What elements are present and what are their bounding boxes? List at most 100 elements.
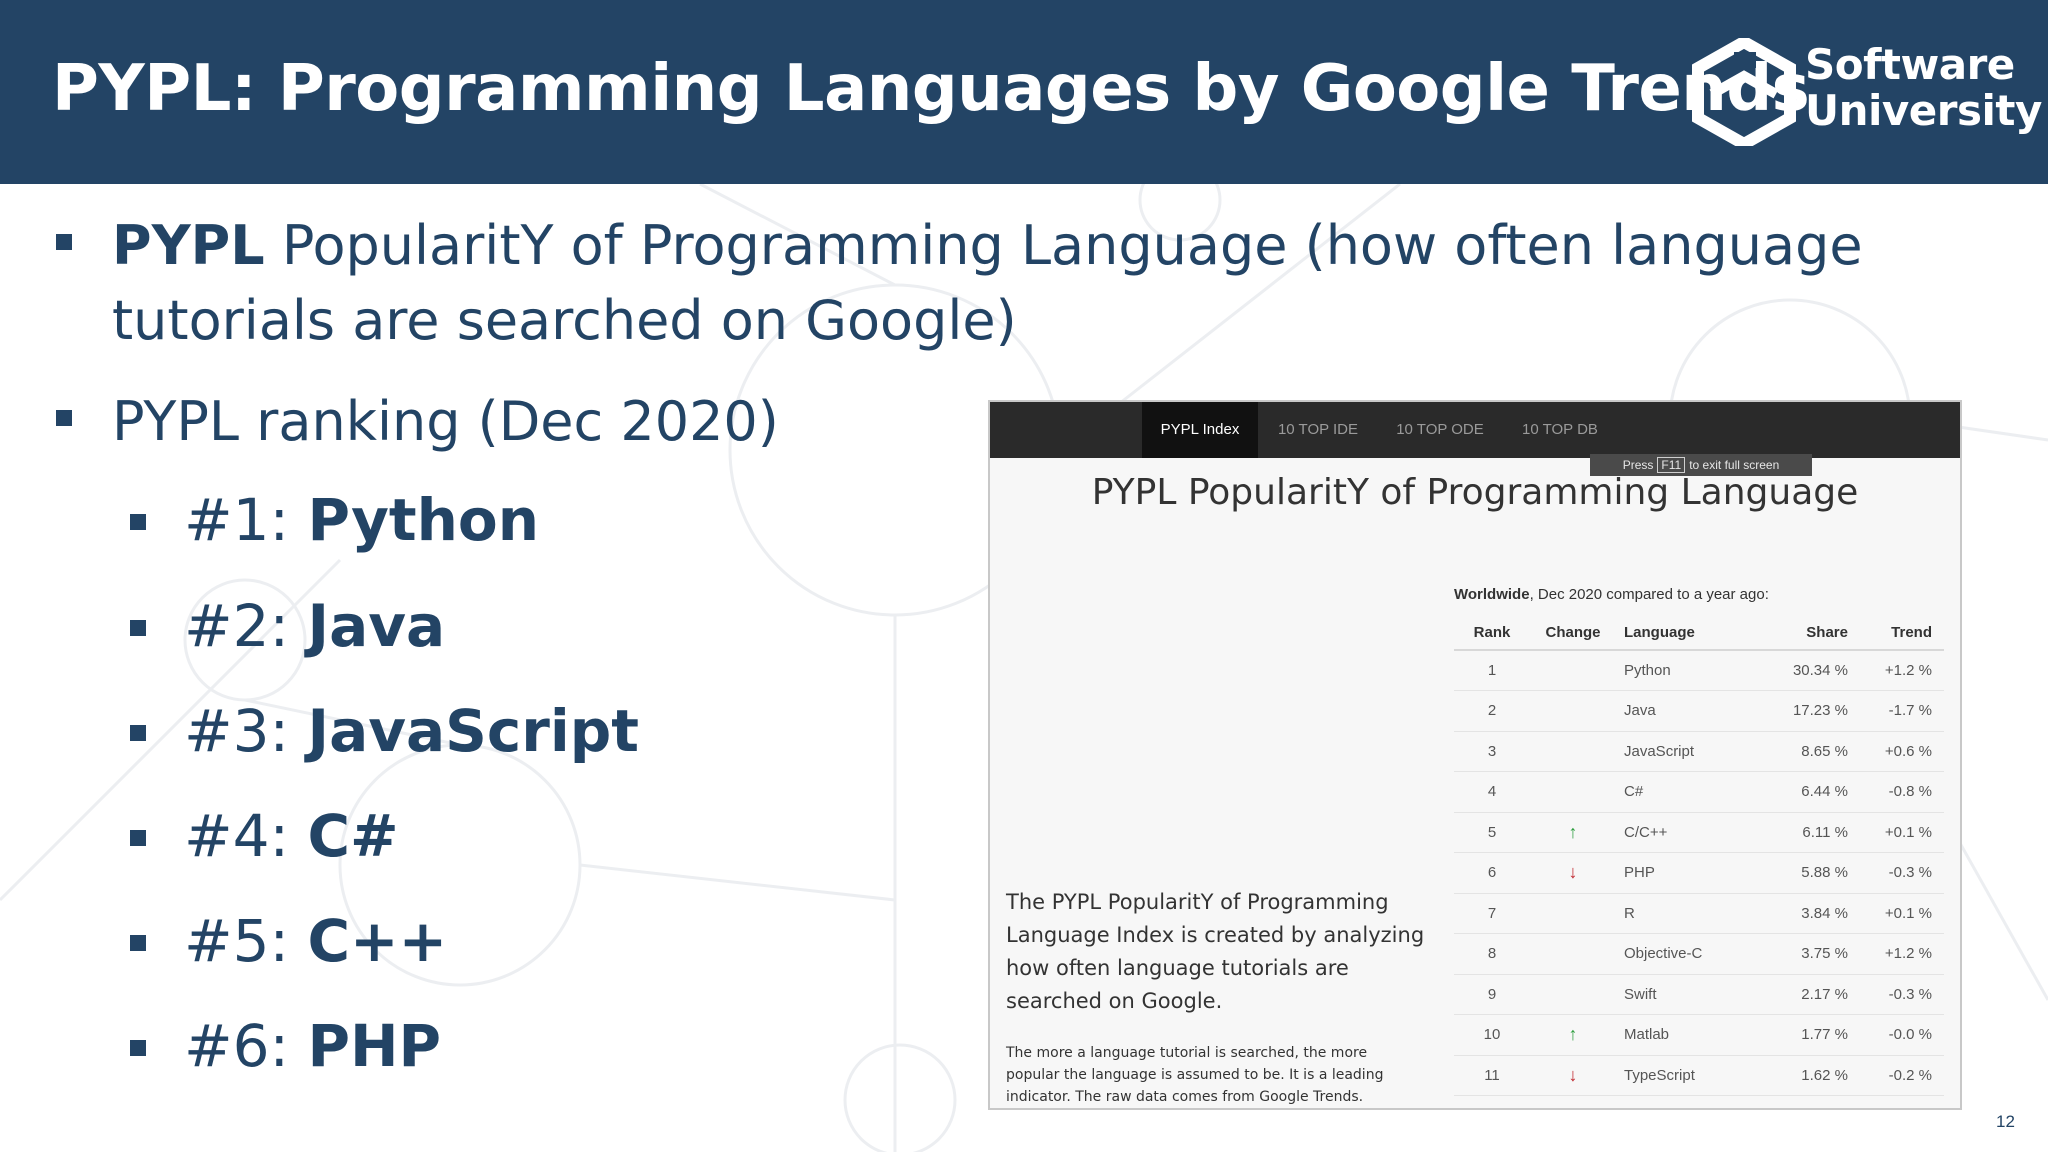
cell-change — [1530, 974, 1616, 1015]
pypl-heading: PYPL PopularitY of Programming Language — [1091, 472, 1859, 513]
fullscreen-notice: Press F11 to exit full screen — [1590, 454, 1812, 476]
nav-tab-top-ide[interactable]: 10 TOP IDE — [1277, 421, 1359, 438]
pypl-website-screenshot: PYPL Index 10 TOP IDE 10 TOP ODE 10 TOP … — [988, 400, 1962, 1110]
bullet-pypl-definition: PYPL PopularitY of Programming Language … — [112, 208, 1863, 283]
cell-rank: 6 — [1454, 852, 1530, 894]
arrow-down-icon: ↓ — [1568, 862, 1578, 883]
cell-share: 30.34 % — [1756, 650, 1856, 691]
cell-share: 6.44 % — [1756, 771, 1856, 813]
cell-rank: 9 — [1454, 974, 1530, 1015]
nav-tab-pypl-index[interactable]: PYPL Index — [1142, 402, 1258, 458]
cell-trend: -0.8 % — [1856, 771, 1944, 813]
cell-language: C/C++ — [1616, 812, 1756, 853]
fullscreen-press: Press — [1622, 458, 1654, 472]
cell-rank: 3 — [1454, 731, 1530, 772]
rank-item-2: #2: Java — [184, 592, 445, 660]
cell-share: 6.11 % — [1756, 812, 1856, 853]
softuni-logo: Software University — [1690, 38, 2042, 148]
cell-change — [1530, 731, 1616, 772]
subhead-rest: , Dec 2020 compared to a year ago: — [1529, 586, 1769, 603]
cell-rank: 11 — [1454, 1055, 1530, 1096]
cell-trend: -0.3 % — [1856, 974, 1944, 1015]
sub-bullet-marker — [130, 725, 146, 741]
cell-language: C# — [1616, 771, 1756, 813]
cell-rank: 8 — [1454, 933, 1530, 975]
logo-line-2: University — [1805, 86, 2042, 135]
logo-text: Software University — [1805, 42, 2042, 134]
nav-tab-top-ode[interactable]: 10 TOP ODE — [1396, 421, 1484, 438]
cell-trend: -0.2 % — [1856, 1055, 1944, 1096]
fullscreen-rest: to exit full screen — [1689, 458, 1780, 472]
cell-change — [1530, 690, 1616, 732]
table-row: 5 ↑ C/C++ 6.11 % +0.1 % — [1454, 812, 1944, 853]
cell-rank: 4 — [1454, 771, 1530, 813]
ranking-subheading: Worldwide, Dec 2020 compared to a year a… — [1454, 586, 1769, 603]
arrow-down-icon: ↓ — [1568, 1064, 1578, 1085]
cell-language: PHP — [1616, 852, 1756, 894]
cell-rank: 2 — [1454, 690, 1530, 732]
bullet-marker — [56, 410, 72, 426]
cell-rank: 7 — [1454, 893, 1530, 934]
cell-share: 3.75 % — [1756, 933, 1856, 975]
rank-item-3: #3: JavaScript — [184, 697, 639, 765]
column-header-trend: Trend — [1856, 616, 1944, 651]
cell-rank: 1 — [1454, 650, 1530, 691]
f11-key: F11 — [1657, 457, 1686, 473]
arrow-up-icon: ↑ — [1568, 821, 1578, 842]
cell-language: Python — [1616, 650, 1756, 691]
cell-language: Java — [1616, 690, 1756, 732]
column-header-share: Share — [1756, 616, 1856, 651]
page-number: 12 — [1996, 1112, 2015, 1131]
rank-item-1: #1: Python — [184, 486, 539, 554]
bullet-pypl-line2: tutorials are searched on Google) — [112, 289, 1017, 352]
subhead-worldwide: Worldwide — [1454, 586, 1530, 603]
rank-label: #4: — [184, 802, 308, 870]
table-row: 9 Swift 2.17 % -0.3 % — [1454, 974, 1944, 1015]
ranking-table-body: 1 Python 30.34 % +1.2 % 2 Java 17.23 % -1.7 % 3 J… — [1454, 650, 1944, 1096]
table-row: 7 R 3.84 % +0.1 % — [1454, 893, 1944, 934]
table-row: 3 JavaScript 8.65 % +0.6 % — [1454, 731, 1944, 772]
cell-rank: 10 — [1454, 1014, 1530, 1056]
bullet-pypl-line1: PopularitY of Programming Language (how … — [264, 214, 1863, 277]
cell-language: JavaScript — [1616, 731, 1756, 772]
cell-change: ↑ — [1530, 812, 1616, 853]
bullet-pypl-bold: PYPL — [112, 214, 265, 277]
table-row: 1 Python 30.34 % +1.2 % — [1454, 650, 1944, 691]
rank-item-5: #5: C++ — [184, 907, 447, 975]
nav-tab-top-db[interactable]: 10 TOP DB — [1522, 421, 1598, 438]
cell-change — [1530, 933, 1616, 975]
rank-label: #1: — [184, 486, 308, 554]
cell-share: 8.65 % — [1756, 731, 1856, 772]
bullet-ranking-heading: PYPL ranking (Dec 2020) — [112, 390, 779, 453]
sub-bullet-marker — [130, 1040, 146, 1056]
rank-name: PHP — [307, 1012, 442, 1080]
cell-change: ↓ — [1530, 852, 1616, 894]
sub-bullet-marker — [130, 620, 146, 636]
rank-item-4: #4: C# — [184, 802, 399, 870]
sub-bullet-marker — [130, 514, 146, 530]
cell-trend: -0.0 % — [1856, 1014, 1944, 1056]
rank-name: C# — [307, 802, 399, 870]
rank-item-6: #6: PHP — [184, 1012, 441, 1080]
cell-trend: +0.1 % — [1856, 893, 1944, 934]
cell-share: 5.88 % — [1756, 852, 1856, 894]
column-header-change: Change — [1530, 616, 1616, 651]
rank-label: #5: — [184, 907, 308, 975]
cell-change: ↑ — [1530, 1014, 1616, 1056]
rank-name: C++ — [307, 907, 448, 975]
slide-header: PYPL: Programming Languages by Google Tr… — [0, 0, 2048, 184]
cell-change — [1530, 893, 1616, 934]
cell-rank: 5 — [1454, 812, 1530, 853]
pypl-nav-bar: PYPL Index 10 TOP IDE 10 TOP ODE 10 TOP … — [990, 402, 1960, 458]
cell-share: 1.77 % — [1756, 1014, 1856, 1056]
cell-share: 3.84 % — [1756, 893, 1856, 934]
table-row: 6 ↓ PHP 5.88 % -0.3 % — [1454, 852, 1944, 894]
sub-bullet-marker — [130, 935, 146, 951]
cell-trend: +1.2 % — [1856, 650, 1944, 691]
table-row: 8 Objective-C 3.75 % +1.2 % — [1454, 933, 1944, 975]
cell-change — [1530, 771, 1616, 813]
column-header-language: Language — [1616, 616, 1756, 651]
softuni-logo-icon — [1692, 38, 1796, 146]
table-row: 2 Java 17.23 % -1.7 % — [1454, 690, 1944, 732]
cell-trend: -0.3 % — [1856, 852, 1944, 894]
